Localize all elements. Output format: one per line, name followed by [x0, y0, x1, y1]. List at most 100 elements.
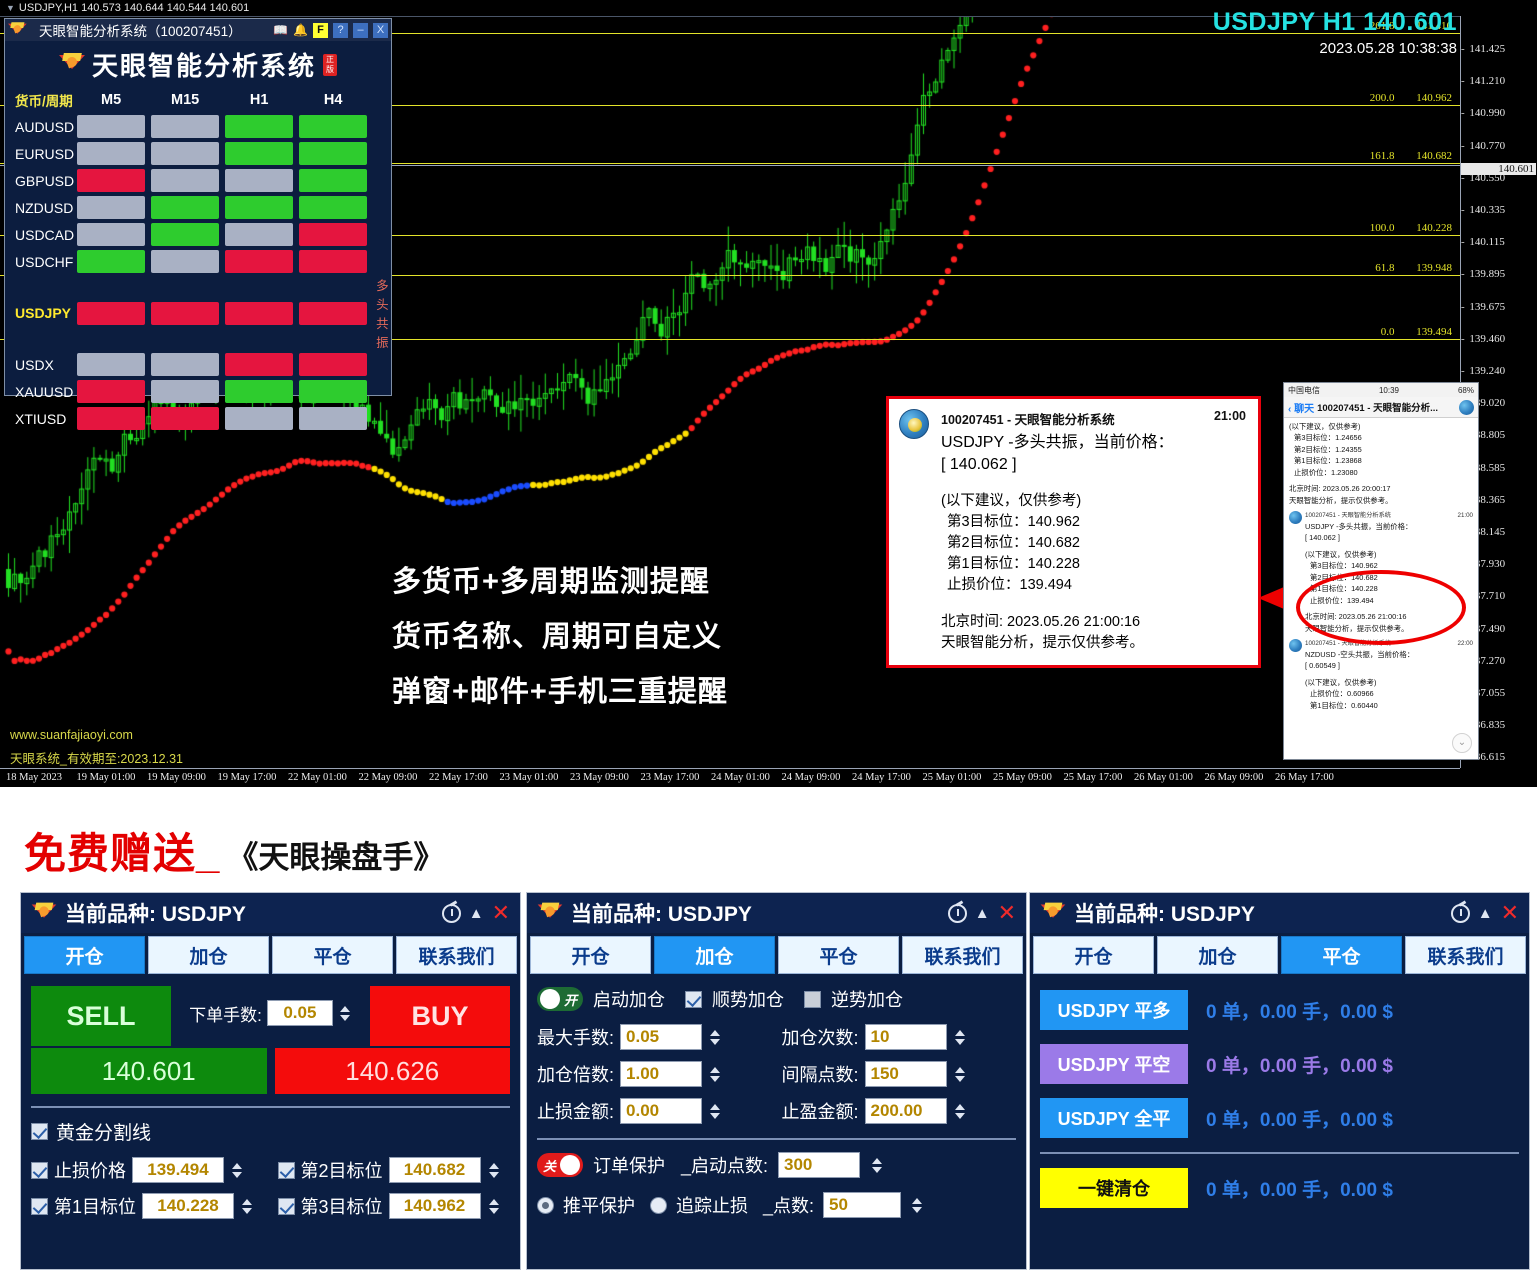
dropdown-caret-icon[interactable]: ▼ [6, 3, 15, 13]
clear-all-button[interactable]: 一键清仓 [1040, 1168, 1188, 1208]
add-multiple-input[interactable]: 1.00 [620, 1061, 703, 1087]
signal-cell-NZDUSD-M15[interactable] [148, 194, 222, 221]
close-icon[interactable]: ✕ [997, 900, 1016, 925]
currency-row[interactable]: XTIUSD [5, 405, 391, 432]
max-lots-stepper[interactable] [708, 1024, 722, 1050]
chevron-up-icon[interactable]: ▲ [974, 904, 990, 922]
help-button[interactable]: ? [333, 22, 348, 38]
signal-cell-USDX-M5[interactable] [74, 351, 148, 378]
signal-cell-USDX-H1[interactable] [222, 351, 296, 378]
close-icon[interactable]: ✕ [491, 900, 510, 925]
currency-row[interactable]: USDCAD [5, 221, 391, 248]
target1-checkbox[interactable] [31, 1197, 48, 1215]
tab-contact[interactable]: 联系我们 [902, 936, 1023, 974]
signal-cell-XTIUSD-M5[interactable] [74, 405, 148, 432]
takeprofit-amount-input[interactable]: 200.00 [864, 1098, 947, 1124]
close-long-button[interactable]: USDJPY 平多 [1040, 990, 1188, 1030]
signal-cell-USDCHF-H1[interactable] [222, 248, 296, 275]
signal-cell-AUDUSD-M15[interactable] [148, 113, 222, 140]
target2-input[interactable]: 140.682 [388, 1157, 481, 1183]
chevron-up-icon[interactable]: ▲ [468, 904, 484, 922]
lots-stepper[interactable] [338, 1000, 352, 1026]
signal-cell-USDCHF-H4[interactable] [296, 248, 370, 275]
signal-cell-USDCHF-M5[interactable] [74, 248, 148, 275]
signal-cell-XTIUSD-H1[interactable] [222, 405, 296, 432]
signal-cell-GBPUSD-M5[interactable] [74, 167, 148, 194]
interval-points-stepper[interactable] [953, 1061, 967, 1087]
close-short-button[interactable]: USDJPY 平空 [1040, 1044, 1188, 1084]
stoploss-amount-input[interactable]: 0.00 [620, 1098, 703, 1124]
close-button[interactable]: X [373, 22, 388, 38]
signal-cell-USDCAD-H1[interactable] [222, 221, 296, 248]
currency-row[interactable]: XAUUSD [5, 378, 391, 405]
target3-input[interactable]: 140.962 [388, 1193, 481, 1219]
signal-cell-XAUUSD-M15[interactable] [148, 378, 222, 405]
target1-stepper[interactable] [240, 1193, 254, 1219]
currency-row[interactable]: USDX [5, 351, 391, 378]
order-protect-toggle[interactable]: 关 [537, 1153, 583, 1177]
signal-cell-NZDUSD-H1[interactable] [222, 194, 296, 221]
currency-row[interactable]: USDCHF [5, 248, 391, 275]
signal-cell-AUDUSD-H4[interactable] [296, 113, 370, 140]
buy-price[interactable]: 140.626 [274, 1048, 510, 1094]
signal-cell-GBPUSD-H4[interactable] [296, 167, 370, 194]
signal-cell-GBPUSD-H1[interactable] [222, 167, 296, 194]
tab-add[interactable]: 加仓 [1157, 936, 1278, 974]
max-lots-input[interactable]: 0.05 [620, 1024, 703, 1050]
trade-panel-close[interactable]: 当前品种: USDJPY ▲ ✕ 开仓 加仓 平仓 联系我们 USDJPY 平多… [1029, 892, 1530, 1270]
trade-panel-add[interactable]: 当前品种: USDJPY ▲ ✕ 开仓 加仓 平仓 联系我们 开 启动加仓 顺势… [526, 892, 1027, 1270]
signal-cell-XTIUSD-H4[interactable] [296, 405, 370, 432]
signal-cell-XAUUSD-H1[interactable] [222, 378, 296, 405]
trend-add-checkbox[interactable] [685, 990, 702, 1008]
currency-row[interactable]: GBPUSD [5, 167, 391, 194]
points-input[interactable]: 50 [823, 1192, 902, 1218]
currency-row[interactable]: NZDUSD [5, 194, 391, 221]
signal-cell-USDCHF-M15[interactable] [148, 248, 222, 275]
stoploss-checkbox[interactable] [31, 1161, 48, 1179]
panel3-tabs[interactable]: 开仓 加仓 平仓 联系我们 [1033, 936, 1526, 974]
currency-row[interactable]: EURUSD [5, 140, 391, 167]
signal-cell-USDJPY-M5[interactable] [74, 275, 148, 351]
enable-add-toggle[interactable]: 开 [537, 987, 583, 1011]
tab-open[interactable]: 开仓 [24, 936, 145, 974]
clock-icon[interactable] [1450, 903, 1470, 923]
time-axis[interactable]: 18 May 2023 19 May 01:00 19 May 09:00 19 Ma… [0, 768, 1460, 787]
currency-row[interactable]: USDJPY 多头共振 [5, 275, 391, 351]
phone-back-button[interactable]: ‹ 聊天 [1288, 403, 1315, 415]
signal-cell-USDCAD-M5[interactable] [74, 221, 148, 248]
book-icon[interactable]: 📖 [273, 23, 289, 37]
signal-cell-EURUSD-H4[interactable] [296, 140, 370, 167]
signal-cell-AUDUSD-H1[interactable] [222, 113, 296, 140]
signal-cell-USDCAD-M15[interactable] [148, 221, 222, 248]
signal-cell-GBPUSD-M15[interactable] [148, 167, 222, 194]
trailing-radio[interactable] [650, 1196, 667, 1214]
tab-close[interactable]: 平仓 [272, 936, 393, 974]
tab-contact[interactable]: 联系我们 [1405, 936, 1526, 974]
tab-contact[interactable]: 联系我们 [396, 936, 517, 974]
clock-icon[interactable] [947, 903, 967, 923]
signal-cell-XAUUSD-H4[interactable] [296, 378, 370, 405]
tab-add[interactable]: 加仓 [654, 936, 775, 974]
add-multiple-stepper[interactable] [708, 1061, 722, 1087]
signal-cell-EURUSD-M5[interactable] [74, 140, 148, 167]
lots-input[interactable]: 0.05 [266, 1000, 333, 1026]
target2-checkbox[interactable] [277, 1161, 295, 1179]
fullscreen-button[interactable]: F [313, 22, 328, 38]
breakeven-radio[interactable] [537, 1196, 554, 1214]
signal-cell-USDCAD-H4[interactable] [296, 221, 370, 248]
signal-cell-USDJPY-M15[interactable] [148, 275, 222, 351]
add-times-input[interactable]: 10 [864, 1024, 947, 1050]
signal-cell-XTIUSD-M15[interactable] [148, 405, 222, 432]
stoploss-amount-stepper[interactable] [708, 1098, 722, 1124]
add-times-stepper[interactable] [953, 1024, 967, 1050]
panel1-tabs[interactable]: 开仓 加仓 平仓 联系我们 [24, 936, 517, 974]
target3-checkbox[interactable] [277, 1197, 295, 1215]
counter-add-checkbox[interactable] [804, 990, 821, 1008]
signal-cell-USDJPY-H4[interactable] [296, 275, 370, 351]
tab-close[interactable]: 平仓 [1281, 936, 1402, 974]
tab-open[interactable]: 开仓 [530, 936, 651, 974]
phone-scroll-down-icon[interactable]: ⌄ [1452, 733, 1472, 753]
sell-price[interactable]: 140.601 [31, 1048, 267, 1094]
tab-add[interactable]: 加仓 [148, 936, 269, 974]
close-all-button[interactable]: USDJPY 全平 [1040, 1098, 1188, 1138]
